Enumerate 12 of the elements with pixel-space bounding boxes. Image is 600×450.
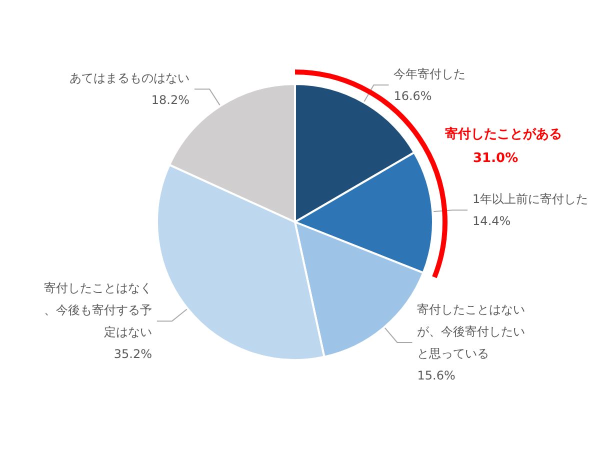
data-label: 14.4% <box>472 214 511 228</box>
slice-label: 寄付したことはなく、今後も寄付する予定はない <box>44 281 152 340</box>
slice-label: 1年以上前に寄付した <box>472 192 588 206</box>
text: 31.0% <box>473 151 518 166</box>
slice-label: 寄付したことはないが、今後寄付したいと思っている <box>417 302 526 360</box>
data-label: 16.6% <box>394 89 432 104</box>
data-label: 18.2% <box>151 93 190 108</box>
text: 寄付したことがある <box>445 126 562 142</box>
data-label: 15.6% <box>417 368 456 382</box>
data-label: 35.2% <box>114 347 152 362</box>
slice-label: あてはまるものはない <box>70 71 190 86</box>
slice-label: 今年寄付した <box>394 67 466 82</box>
